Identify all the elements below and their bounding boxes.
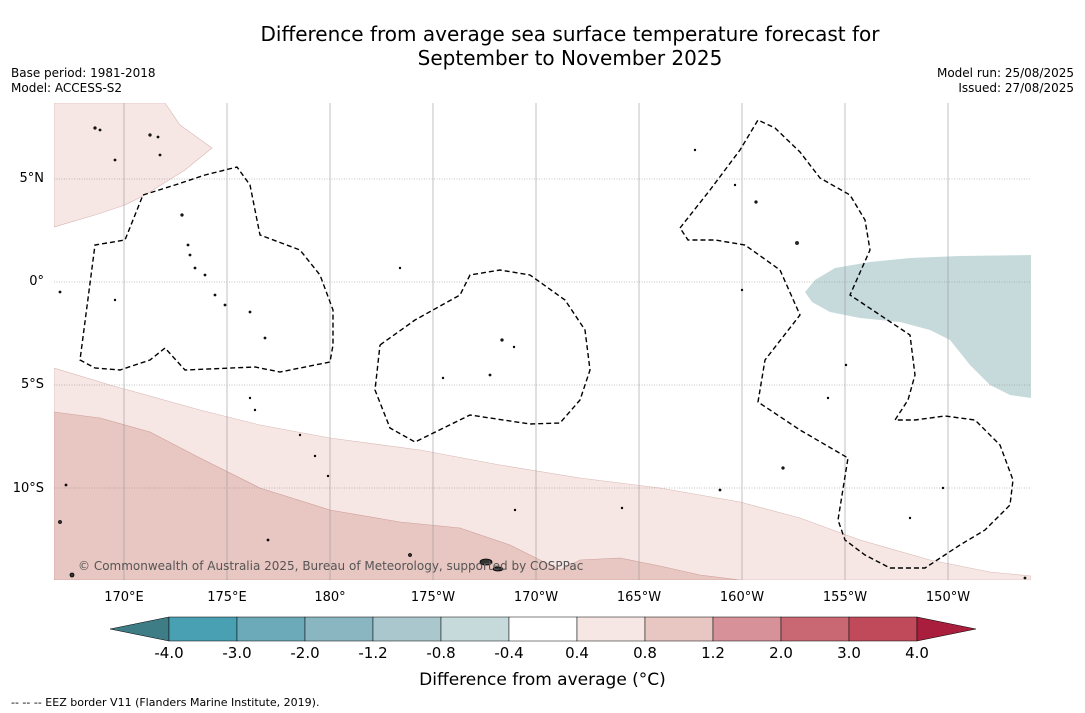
lon-label-175w: 175°W [410, 590, 456, 605]
colorbar-tick-label: 2.0 [769, 644, 793, 662]
meridians [123, 103, 949, 580]
lat-label-5n: 5°N [19, 171, 45, 186]
colorbar-segment [848, 616, 918, 642]
eez-border-tuvalu-kiribati-west [79, 166, 334, 373]
colorbar-extend-high [916, 616, 977, 642]
graticule [54, 178, 1031, 489]
lon-label-155w: 155°W [822, 590, 868, 605]
model-run-date: Model run: 25/08/2025 [936, 66, 1074, 80]
colorbar-tick-label: -3.0 [222, 644, 252, 662]
islands [58, 126, 1027, 580]
issued-date: Issued: 27/08/2025 [958, 81, 1074, 95]
lat-label-10s: 10°S [12, 481, 44, 496]
colorbar-tick-label: 0.4 [565, 644, 589, 662]
colorbar-tick-label: 4.0 [905, 644, 929, 662]
map-metadata-right: Model run: 25/08/2025 Issued: 27/08/2025 [937, 66, 1074, 96]
colorbar-segment [508, 616, 578, 642]
colorbar-segment [576, 616, 646, 642]
lat-label-equator: 0° [29, 274, 44, 289]
model-name: Model: ACCESS-S2 [11, 81, 123, 95]
eez-border-line-islands [679, 119, 1014, 569]
colorbar-label: Difference from average (°C) [419, 670, 666, 690]
lon-label-165w: 165°W [616, 590, 662, 605]
lon-label-170e: 170°E [104, 590, 144, 605]
colorbar-segment [372, 616, 442, 642]
eez-footnote: -- -- -- EEZ border V11 (Flanders Marine… [11, 696, 320, 709]
lat-label-5s: 5°S [20, 377, 44, 392]
colorbar-segment [304, 616, 374, 642]
colorbar [109, 616, 977, 642]
colorbar-segment [236, 616, 306, 642]
colorbar-tick-label: -4.0 [154, 644, 184, 662]
copyright-notice: © Commonwealth of Australia 2025, Bureau… [78, 559, 584, 573]
base-period: Base period: 1981-2018 [11, 66, 156, 80]
colorbar-segment [712, 616, 782, 642]
colorbar-tick-label: 1.2 [701, 644, 725, 662]
colorbar-segment [168, 616, 238, 642]
map-area [54, 103, 1031, 580]
lon-label-170w: 170°W [513, 590, 559, 605]
title-line-2: September to November 2025 [417, 46, 723, 70]
colorbar-segments [168, 616, 918, 642]
lon-label-175e: 175°E [207, 590, 247, 605]
anomaly-region-cool-east [805, 255, 1031, 398]
lon-label-160w: 160°W [719, 590, 765, 605]
colorbar-tick-label: 3.0 [837, 644, 861, 662]
colorbar-tick-label: -2.0 [290, 644, 320, 662]
title-line-1: Difference from average sea surface temp… [260, 22, 880, 46]
colorbar-extend-low [109, 616, 170, 642]
lon-label-150w: 150°W [925, 590, 971, 605]
colorbar-tick-label: -1.2 [358, 644, 388, 662]
colorbar-tick-label: 0.8 [633, 644, 657, 662]
colorbar-segment [440, 616, 510, 642]
map-title: Difference from average sea surface temp… [0, 22, 1085, 70]
eez-borders [79, 119, 1014, 569]
map-metadata-left: Base period: 1981-2018 Model: ACCESS-S2 [11, 66, 156, 96]
colorbar-tick-label: -0.8 [426, 644, 456, 662]
lon-label-180: 180° [314, 590, 346, 605]
eez-border-phoenix [374, 269, 591, 443]
colorbar-segment [644, 616, 714, 642]
anomaly-region-warm-southwest [54, 411, 741, 580]
anomaly-region-warm-north [54, 103, 213, 228]
colorbar-segment [780, 616, 850, 642]
colorbar-tick-label: -0.4 [494, 644, 524, 662]
